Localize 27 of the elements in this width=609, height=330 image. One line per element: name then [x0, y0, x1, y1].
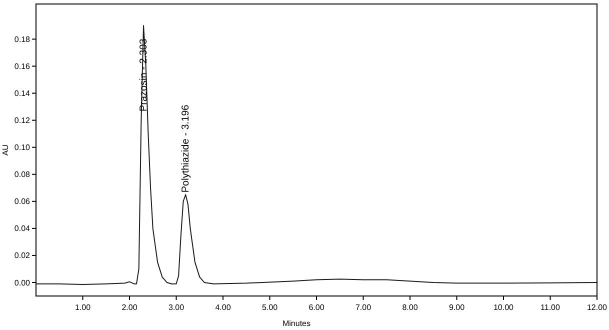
line-series — [36, 25, 598, 286]
annotation: Polythiazide - 3.196 — [180, 104, 192, 193]
x-tick-label: 5.00 — [262, 303, 278, 312]
y-tick-label: 0.02 — [14, 251, 31, 260]
x-tick-label: 7.00 — [355, 303, 372, 312]
y-tick-label: 0.00 — [14, 278, 31, 288]
x-tick-label: 3.00 — [168, 303, 185, 312]
x-tick-label: 1.00 — [74, 303, 92, 312]
y-tick-label: 0.12 — [14, 116, 31, 126]
y-tick-label: 0.06 — [14, 197, 31, 206]
x-tick-label: 12.00 — [586, 303, 608, 312]
annotation: Prazosin - 2.303 — [138, 38, 150, 112]
x-tick-label: 9.00 — [448, 303, 466, 312]
x-axis-title: Minutes — [282, 319, 311, 328]
x-tick-label: 10.00 — [493, 303, 514, 312]
y-tick-label: 0.14 — [14, 89, 31, 98]
y-tick-label: 0.16 — [14, 62, 31, 71]
y-tick-label: 0.18 — [14, 34, 31, 44]
x-tick-label: 6.00 — [308, 303, 325, 312]
y-tick-label: 0.10 — [14, 143, 31, 152]
y-axis-title: AU — [1, 144, 10, 156]
x-tick-label: 2.00 — [122, 303, 138, 312]
x-tick-label: 8.00 — [402, 303, 418, 312]
y-tick-label: 0.04 — [14, 224, 31, 234]
y-tick-label: 0.08 — [14, 170, 31, 180]
x-tick-label: 4.00 — [215, 303, 232, 312]
x-tick-label: 11.00 — [540, 303, 561, 312]
